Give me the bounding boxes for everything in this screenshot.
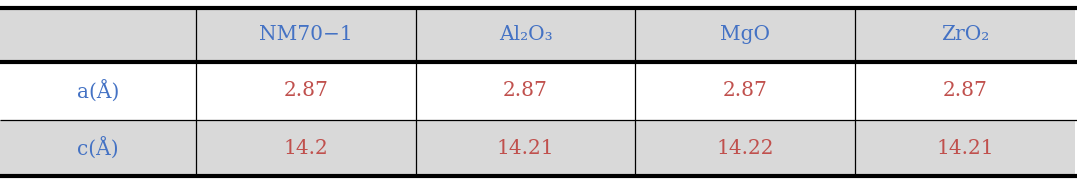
Text: 14.21: 14.21 — [496, 139, 555, 158]
Bar — [416, 8, 635, 62]
Bar — [635, 120, 855, 176]
Text: Al₂O₃: Al₂O₃ — [499, 25, 553, 44]
Text: NM70−1: NM70−1 — [258, 25, 353, 44]
Bar — [635, 8, 855, 62]
Bar — [0, 62, 196, 120]
Text: 14.22: 14.22 — [716, 139, 774, 158]
Text: MgO: MgO — [721, 25, 770, 44]
Text: 14.21: 14.21 — [936, 139, 994, 158]
Bar — [196, 62, 416, 120]
Text: 2.87: 2.87 — [723, 82, 768, 101]
Bar — [0, 120, 196, 176]
Text: 2.87: 2.87 — [283, 82, 328, 101]
Bar — [196, 8, 416, 62]
Text: ZrO₂: ZrO₂ — [941, 25, 989, 44]
Text: c(Å): c(Å) — [78, 137, 118, 159]
Bar — [855, 120, 1075, 176]
Bar — [416, 120, 635, 176]
Bar — [416, 62, 635, 120]
Text: a(Å): a(Å) — [76, 80, 120, 102]
Text: 14.2: 14.2 — [283, 139, 328, 158]
Bar — [635, 62, 855, 120]
Bar — [0, 8, 196, 62]
Text: 2.87: 2.87 — [942, 82, 988, 101]
Bar — [196, 120, 416, 176]
Text: 2.87: 2.87 — [503, 82, 548, 101]
Bar — [855, 62, 1075, 120]
Bar — [855, 8, 1075, 62]
